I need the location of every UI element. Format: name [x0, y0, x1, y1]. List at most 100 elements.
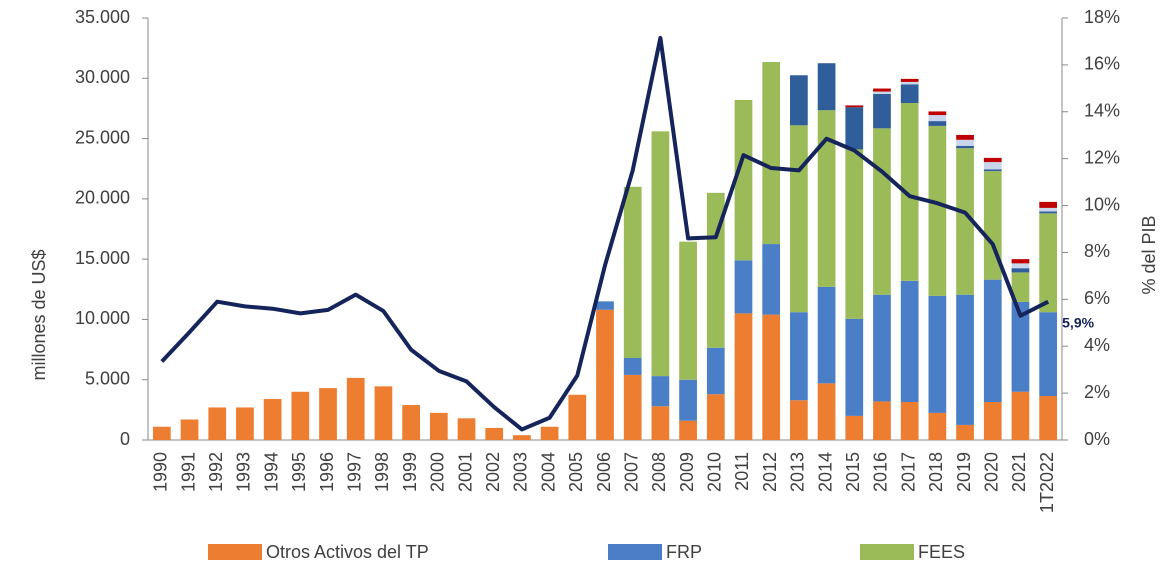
y2-tick-label: 4%	[1084, 335, 1110, 355]
bar	[540, 426, 559, 440]
x-tick-label: 2006	[594, 452, 614, 492]
x-tick-label: 2003	[511, 452, 531, 492]
bar	[900, 84, 919, 104]
bar	[956, 139, 974, 146]
bar	[983, 169, 1002, 172]
bar	[983, 402, 1002, 440]
bar	[983, 162, 1002, 170]
bar	[346, 377, 365, 440]
x-tick-label: 2005	[566, 452, 586, 492]
x-tick-label: 2013	[788, 452, 808, 492]
bar	[1039, 312, 1058, 396]
bar	[762, 244, 781, 315]
y-tick-label: 0	[120, 429, 130, 449]
bar	[623, 186, 642, 359]
y-tick-label: 30.000	[75, 67, 130, 87]
bar	[513, 435, 531, 440]
x-tick-label: 1990	[151, 452, 171, 492]
x-tick-label: 2020	[982, 452, 1002, 492]
bar	[1039, 211, 1058, 214]
bar	[679, 379, 697, 421]
bar	[845, 415, 864, 440]
legend-label: FRP	[666, 542, 702, 562]
y-tick-label: 15.000	[75, 248, 130, 268]
y-tick-label: 20.000	[75, 188, 130, 208]
bar	[596, 301, 614, 310]
data-label: 5,9%	[1062, 314, 1094, 330]
y-tick-label: 25.000	[75, 127, 130, 147]
bar	[1039, 201, 1058, 208]
bar	[762, 314, 781, 440]
bar	[790, 312, 808, 401]
legend-swatch	[608, 544, 662, 560]
y2-tick-label: 16%	[1084, 54, 1120, 74]
bar	[374, 386, 393, 440]
y2-tick-label: 8%	[1084, 241, 1110, 261]
bar	[1039, 213, 1058, 313]
bar	[457, 418, 476, 440]
bar	[873, 93, 891, 129]
line	[160, 35, 1050, 432]
x-tick-label: 1996	[317, 452, 337, 492]
bar	[734, 99, 753, 261]
x-tick-label: 1991	[178, 452, 198, 492]
x-tick-label: 2010	[705, 452, 725, 492]
bar	[817, 286, 836, 384]
bar	[1011, 263, 1030, 269]
bar	[651, 376, 670, 407]
y-tick-label: 35.000	[75, 7, 130, 27]
bar	[1039, 207, 1058, 212]
x-tick-label: 2002	[483, 452, 503, 492]
bar	[873, 128, 891, 295]
y-axis-label: millones de US$	[29, 249, 49, 380]
bar	[623, 358, 642, 375]
y2-tick-label: 10%	[1084, 194, 1120, 214]
bar	[900, 103, 919, 281]
bar	[956, 148, 974, 295]
y2-tick-label: 12%	[1084, 147, 1120, 167]
bar	[706, 347, 725, 395]
bar	[956, 424, 974, 440]
bar	[873, 88, 891, 92]
x-tick-label: 2015	[843, 452, 863, 492]
x-tick-label: 2018	[926, 452, 946, 492]
bar	[291, 391, 310, 440]
x-tick-label: 2004	[538, 452, 558, 492]
bar	[1011, 272, 1030, 302]
legend-label: Otros Activos del TP	[266, 542, 429, 562]
legend-label: FEES	[918, 542, 965, 562]
legend-swatch	[208, 544, 262, 560]
bar	[900, 78, 919, 82]
bar	[873, 294, 891, 402]
y2-tick-label: 2%	[1084, 382, 1110, 402]
bar	[928, 412, 947, 440]
bar	[928, 125, 947, 296]
x-tick-label: 1999	[400, 452, 420, 492]
bar	[1011, 259, 1030, 264]
bar	[956, 294, 974, 425]
bar	[568, 394, 587, 440]
bar	[928, 121, 947, 126]
y-tick-label: 5.000	[85, 368, 130, 388]
y2-axis-label: % del PIB	[1139, 215, 1159, 294]
bar	[180, 419, 199, 440]
bar	[873, 91, 891, 94]
x-tick-label: 1993	[234, 452, 254, 492]
bar	[679, 420, 697, 440]
y-tick-label: 10.000	[75, 308, 130, 328]
bar	[208, 407, 227, 440]
bar	[596, 309, 614, 440]
bar	[900, 81, 919, 85]
x-tick-label: 1997	[344, 452, 364, 492]
bar	[485, 427, 504, 440]
bar	[928, 115, 947, 122]
bar	[263, 399, 282, 440]
x-tick-label: 2001	[455, 452, 475, 492]
bar	[623, 374, 642, 440]
x-tick-label: 1T2022	[1037, 452, 1057, 513]
bar	[928, 295, 947, 413]
bar	[679, 241, 697, 380]
bar	[706, 192, 725, 348]
x-tick-label: 2009	[677, 452, 697, 492]
